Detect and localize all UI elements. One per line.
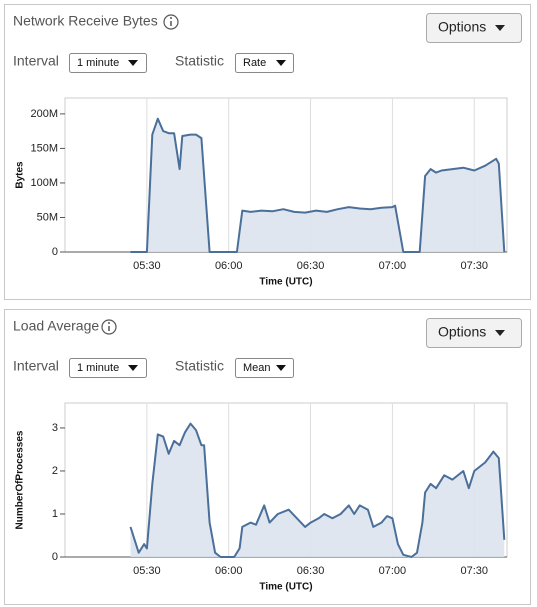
x-tick-label: 07:00 (379, 565, 407, 577)
info-icon[interactable] (163, 14, 179, 30)
info-icon-dot (108, 322, 110, 324)
area-fill (130, 118, 505, 252)
y-tick-label: 100M (30, 177, 58, 189)
statistic-caret (276, 365, 286, 371)
options-button[interactable] (426, 13, 522, 43)
y-tick-label: 150M (30, 142, 58, 154)
interval-caret (128, 60, 138, 66)
x-tick-label: 05:30 (133, 260, 161, 272)
interval-value: 1 minute (77, 57, 119, 69)
y-tick-label: 1 (52, 508, 58, 520)
data-line (129, 422, 506, 558)
interval-label: Interval (13, 53, 59, 69)
y-axis-label: NumberOfProcesses (15, 430, 26, 529)
x-axis-label: Time (UTC) (259, 582, 312, 593)
statistic-label: Statistic (175, 358, 224, 374)
y-tick-label: 200M (30, 108, 58, 120)
options-button[interactable] (426, 318, 522, 348)
x-tick-label: 07:30 (460, 260, 488, 272)
options-label: Options (438, 324, 486, 340)
x-tick-label: 06:30 (297, 565, 325, 577)
panel-title: Load Average (13, 318, 99, 334)
statistic-label: Statistic (175, 53, 224, 69)
y-tick-label: 50M (37, 211, 58, 223)
data-line (130, 117, 506, 253)
statistic-dropdown[interactable] (235, 53, 294, 73)
area-fill (130, 423, 505, 557)
statistic-value: Mean (243, 362, 271, 374)
x-tick-label: 06:00 (215, 565, 243, 577)
statistic-dropdown[interactable] (235, 358, 294, 378)
x-tick-label: 07:30 (460, 565, 488, 577)
y-tick-label: 0 (52, 246, 58, 258)
info-icon[interactable] (101, 319, 117, 335)
options-label: Options (438, 19, 486, 35)
y-axis-label: Bytes (15, 161, 26, 189)
interval-caret (128, 365, 138, 371)
x-axis-label: Time (UTC) (259, 277, 312, 288)
interval-dropdown[interactable] (69, 358, 147, 378)
options-caret (495, 330, 505, 336)
x-tick-label: 06:00 (215, 260, 243, 272)
panel-title: Network Receive Bytes (13, 13, 158, 29)
y-tick-label: 0 (52, 551, 58, 563)
y-tick-label: 2 (52, 465, 58, 477)
interval-value: 1 minute (77, 362, 119, 374)
y-tick-label: 3 (52, 422, 58, 434)
options-caret (495, 25, 505, 31)
interval-dropdown[interactable] (69, 53, 147, 73)
info-icon-dot (170, 17, 172, 19)
x-tick-label: 05:30 (133, 565, 161, 577)
x-tick-label: 06:30 (297, 260, 325, 272)
statistic-value: Rate (243, 57, 266, 69)
interval-label: Interval (13, 358, 59, 374)
statistic-caret (276, 60, 286, 66)
x-tick-label: 07:00 (379, 260, 407, 272)
